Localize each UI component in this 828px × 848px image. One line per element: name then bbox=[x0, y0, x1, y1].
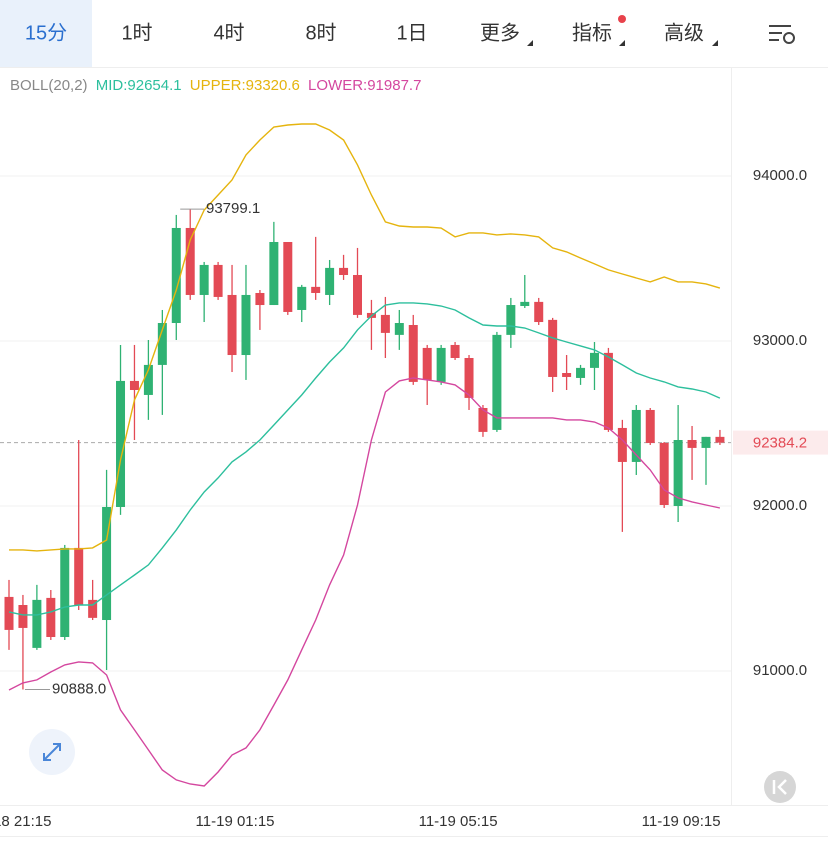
candle-body bbox=[241, 294, 251, 356]
timeframe-tab[interactable]: 更多 bbox=[480, 21, 520, 44]
candle-body bbox=[701, 436, 711, 448]
candle-body bbox=[269, 241, 279, 306]
candle-body bbox=[576, 367, 586, 378]
candle-body bbox=[74, 547, 84, 606]
candle-body bbox=[380, 314, 390, 333]
scroll-to-latest-button[interactable] bbox=[764, 771, 796, 803]
candle-body bbox=[88, 599, 98, 618]
candle-body bbox=[46, 597, 56, 638]
extreme-label: 90888.0 bbox=[52, 680, 106, 697]
timeframe-tab[interactable]: 1时 bbox=[121, 21, 152, 44]
candle-body bbox=[562, 373, 572, 377]
y-tick-label: 92000.0 bbox=[753, 497, 807, 514]
timeframe-tab[interactable]: 指标 bbox=[572, 21, 612, 44]
candle-body bbox=[422, 347, 432, 380]
candle-body bbox=[673, 439, 683, 506]
timeframe-tab[interactable]: 4时 bbox=[213, 21, 244, 44]
boll-line bbox=[8, 302, 721, 616]
candle-body bbox=[589, 352, 599, 368]
candle-body bbox=[199, 264, 209, 295]
legend-entry: UPPER:93320.6 bbox=[190, 77, 300, 94]
candle-body bbox=[506, 305, 516, 335]
candle-body bbox=[297, 286, 307, 310]
timeframe-tab[interactable]: 15分 bbox=[25, 21, 67, 44]
x-tick-label: 11-19 05:15 bbox=[419, 813, 498, 830]
dropdown-arrow bbox=[712, 40, 718, 46]
candle-body bbox=[311, 286, 321, 293]
candle-body bbox=[408, 324, 418, 382]
candle-body bbox=[353, 274, 362, 315]
extreme-label: 93799.1 bbox=[206, 200, 260, 217]
candle-body bbox=[185, 227, 195, 295]
candle-body bbox=[436, 347, 446, 382]
candle-body bbox=[394, 323, 404, 335]
timeframe-tab[interactable]: 1日 bbox=[396, 22, 427, 44]
legend-entry: MID:92654.1 bbox=[96, 77, 182, 94]
boll-line bbox=[9, 123, 721, 552]
candle-body bbox=[645, 409, 655, 443]
indicator-name: BOLL(20,2) bbox=[10, 77, 88, 94]
timeframe-tab[interactable]: 高级 bbox=[664, 21, 704, 44]
plot-area bbox=[0, 123, 731, 787]
candle-body bbox=[659, 442, 669, 506]
y-tick-label: 91000.0 bbox=[753, 662, 807, 679]
notification-dot bbox=[618, 15, 626, 23]
candle-body bbox=[464, 357, 474, 398]
x-tick-label: 11-19 09:15 bbox=[642, 813, 721, 830]
candle-body bbox=[255, 292, 265, 306]
settings-icon[interactable] bbox=[769, 25, 795, 44]
candle-body bbox=[171, 227, 181, 324]
legend-entry: LOWER:91987.7 bbox=[308, 77, 421, 94]
candle-body bbox=[617, 427, 627, 462]
candle-body bbox=[32, 599, 42, 648]
y-tick-label: 93000.0 bbox=[753, 332, 807, 349]
candle-body bbox=[102, 506, 112, 621]
toolbar: 15分 1时 4时 8时 1日 更多 指标 高级 bbox=[0, 0, 828, 68]
y-tick-label: 94000.0 bbox=[753, 167, 807, 184]
candle-body bbox=[520, 301, 530, 307]
active-tab-bg bbox=[0, 0, 92, 67]
candle-body bbox=[687, 439, 697, 448]
candle-body bbox=[213, 264, 223, 297]
x-tick-label: 11-19 01:15 bbox=[196, 813, 275, 830]
candle-body bbox=[157, 323, 167, 365]
last-price-label: 92384.2 bbox=[753, 435, 807, 452]
candle-body bbox=[603, 352, 613, 430]
candle-body bbox=[283, 241, 293, 312]
candle-body bbox=[631, 409, 641, 462]
candle-body bbox=[450, 344, 460, 358]
expand-button[interactable] bbox=[29, 729, 75, 775]
boll-line bbox=[8, 377, 721, 787]
candle-body bbox=[116, 380, 126, 507]
candle-body bbox=[715, 436, 725, 443]
candle-body bbox=[143, 364, 153, 395]
candle-body bbox=[492, 334, 502, 430]
x-tick-label: 11-18 21:15 bbox=[0, 813, 51, 830]
candle-body bbox=[325, 267, 335, 295]
candle-body bbox=[548, 319, 558, 377]
dropdown-arrow bbox=[527, 40, 533, 46]
candle-body bbox=[129, 380, 139, 391]
candle-body bbox=[534, 301, 544, 323]
indicator-legend: BOLL(20,2) MID:92654.1 UPPER:93320.6 LOW… bbox=[10, 77, 421, 94]
candle-body bbox=[478, 407, 488, 432]
candle-body bbox=[227, 294, 237, 356]
candle-body bbox=[4, 596, 14, 630]
candle-body bbox=[18, 605, 28, 628]
timeframe-tab[interactable]: 8时 bbox=[305, 21, 336, 44]
last-price-badge bbox=[733, 430, 828, 455]
dropdown-arrow bbox=[619, 40, 625, 46]
candle-body bbox=[339, 267, 349, 275]
candle-body bbox=[60, 547, 70, 638]
